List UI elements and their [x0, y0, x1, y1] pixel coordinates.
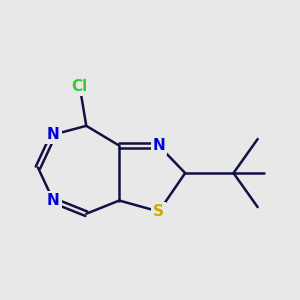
- Text: N: N: [47, 127, 60, 142]
- Text: N: N: [152, 138, 165, 153]
- Text: N: N: [47, 193, 60, 208]
- Text: S: S: [153, 204, 164, 219]
- Text: Cl: Cl: [72, 79, 88, 94]
